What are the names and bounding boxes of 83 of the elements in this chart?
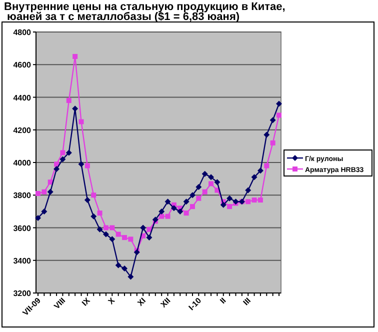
- x-tick-label: IX: [80, 296, 92, 308]
- point: [159, 214, 164, 219]
- point: [190, 204, 195, 210]
- point: [116, 232, 121, 237]
- point: [208, 174, 214, 180]
- point: [202, 170, 208, 177]
- point: [258, 198, 263, 203]
- point: [165, 214, 170, 219]
- point: [36, 190, 40, 196]
- point: [91, 192, 96, 198]
- point: [226, 195, 233, 202]
- point: [270, 117, 276, 124]
- x-tick-label: XII: [158, 296, 172, 310]
- y-tick-label: 4000: [13, 158, 32, 168]
- y-tick-label: 4800: [13, 28, 32, 37]
- point: [251, 174, 258, 180]
- point: [66, 150, 72, 156]
- point: [122, 266, 128, 272]
- y-tick-label: 3400: [13, 256, 32, 266]
- point: [170, 205, 177, 212]
- point: [246, 199, 251, 204]
- point: [202, 189, 208, 194]
- point: [227, 204, 232, 210]
- y-tick-label: 4200: [13, 126, 32, 135]
- point: [189, 192, 196, 198]
- point: [42, 189, 47, 194]
- point: [276, 100, 282, 107]
- x-tick-label: XI: [136, 296, 148, 308]
- point: [84, 163, 90, 168]
- point: [72, 54, 78, 59]
- point: [96, 226, 103, 232]
- chart-title: Внутренние цены на стальную продукцию в Китае, юаней за т с металлобазы ($1 = 6,83 юаня): [4, 1, 286, 23]
- point: [146, 234, 152, 241]
- point: [208, 181, 214, 186]
- point: [257, 168, 264, 174]
- point: [54, 162, 60, 167]
- point: [196, 184, 202, 190]
- point: [115, 262, 122, 268]
- point: [164, 198, 171, 205]
- point: [103, 225, 108, 230]
- point: [78, 161, 84, 168]
- point: [270, 140, 276, 146]
- point: [140, 224, 146, 231]
- x-tick-label: I-10: [186, 296, 204, 312]
- x-tick-label: III: [241, 296, 253, 308]
- y-tick-label: 3800: [13, 191, 32, 200]
- point: [41, 208, 48, 214]
- point: [47, 188, 54, 195]
- y-tick-label: 3600: [13, 224, 32, 233]
- point: [109, 236, 116, 242]
- point: [128, 236, 134, 242]
- point: [158, 208, 165, 214]
- y-tick-label: 3200: [13, 289, 32, 298]
- point: [78, 119, 84, 124]
- point: [60, 156, 66, 162]
- point: [184, 210, 189, 216]
- point: [220, 202, 226, 208]
- y-tick-label: 4400: [13, 93, 32, 102]
- point: [146, 226, 152, 232]
- point: [35, 214, 41, 221]
- point: [90, 213, 97, 220]
- point: [128, 274, 134, 280]
- point: [122, 235, 128, 240]
- point: [60, 150, 66, 156]
- x-tick-label: X: [106, 296, 118, 306]
- point: [97, 210, 102, 216]
- point: [264, 132, 270, 138]
- point: [177, 208, 184, 214]
- x-tick-label: II: [218, 296, 228, 306]
- point: [66, 98, 72, 104]
- point: [102, 231, 109, 238]
- point: [110, 225, 115, 230]
- point: [252, 198, 257, 203]
- point: [276, 112, 282, 118]
- point: [245, 187, 252, 194]
- point: [84, 197, 90, 204]
- point: [214, 179, 220, 186]
- y-tick-label: 4600: [13, 60, 32, 70]
- point: [196, 196, 202, 201]
- point: [264, 163, 270, 168]
- x-tick-label: VIII: [52, 296, 68, 311]
- point: [183, 198, 190, 205]
- point: [54, 166, 60, 172]
